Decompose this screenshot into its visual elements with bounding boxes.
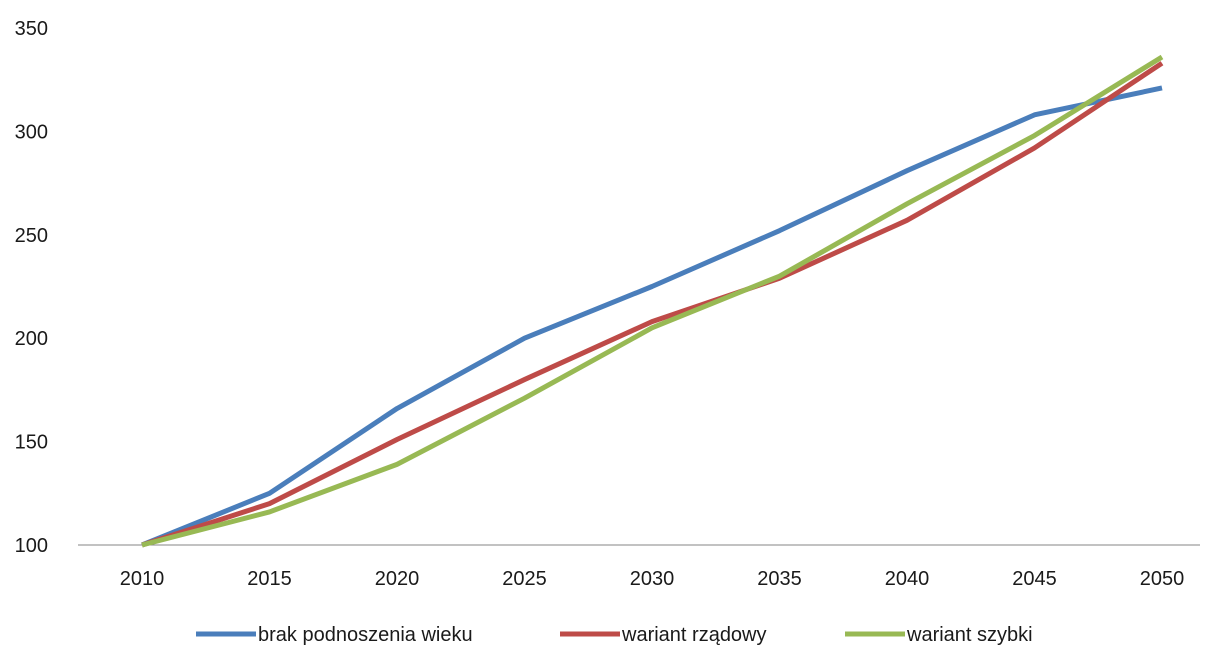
legend-label-3: wariant szybki — [906, 624, 1033, 646]
legend-label-1: brak podnoszenia wieku — [258, 624, 473, 646]
series-line-2 — [141, 61, 1164, 548]
y-tick-label: 250 — [15, 225, 48, 247]
x-tick-label: 2010 — [120, 568, 165, 590]
x-tick-label: 2025 — [502, 568, 547, 590]
y-tick-label: 150 — [15, 432, 48, 454]
x-tick-label: 2020 — [375, 568, 420, 590]
legend: brak podnoszenia wieku wariant rządowy war… — [196, 624, 1033, 646]
legend-label-2: wariant rządowy — [621, 624, 767, 646]
series-lines — [141, 54, 1164, 548]
y-tick-label: 350 — [15, 18, 48, 40]
x-tick-label: 2040 — [885, 568, 930, 590]
x-tick-label: 2045 — [1012, 568, 1057, 590]
x-tick-label: 2035 — [757, 568, 802, 590]
x-tick-label: 2015 — [247, 568, 292, 590]
x-axis-ticks: 2010 2015 2020 2025 2030 2035 2040 2045 2050 — [120, 568, 1185, 590]
y-tick-label: 100 — [15, 535, 48, 557]
series-line-3 — [141, 54, 1164, 548]
series-line-1 — [141, 85, 1163, 548]
y-tick-label: 300 — [15, 121, 48, 143]
x-tick-label: 2050 — [1140, 568, 1185, 590]
x-tick-label: 2030 — [630, 568, 675, 590]
y-tick-label: 200 — [15, 328, 48, 350]
y-axis-ticks: 100 150 200 250 300 350 — [15, 18, 48, 557]
